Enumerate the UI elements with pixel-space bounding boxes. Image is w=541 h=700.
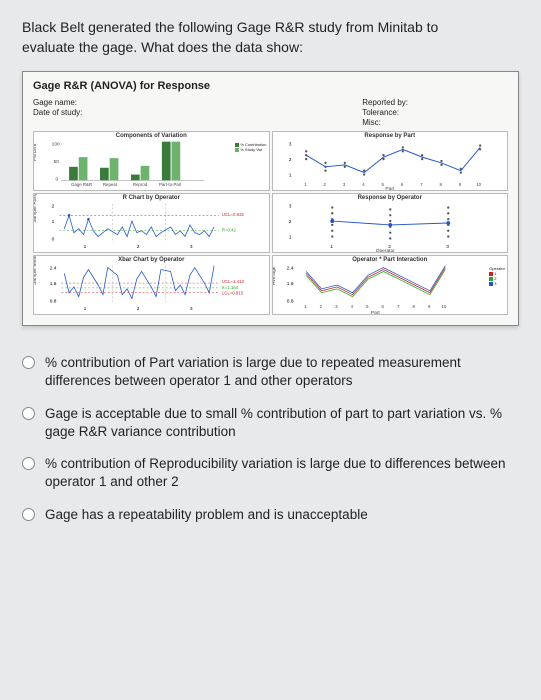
charts-grid: Components of Variation Percent % Contri… xyxy=(33,131,508,315)
svg-text:9: 9 xyxy=(458,182,461,187)
option-b[interactable]: Gage is acceptable due to small % contri… xyxy=(22,405,519,441)
meta-misc: Misc: xyxy=(362,118,408,127)
svg-text:R=0.42: R=0.42 xyxy=(222,228,237,233)
svg-text:3: 3 xyxy=(190,306,193,312)
svg-text:3: 3 xyxy=(446,244,449,250)
svg-text:5: 5 xyxy=(381,182,384,187)
svg-text:8: 8 xyxy=(439,182,442,187)
option-d-text: Gage has a repeatability problem and is … xyxy=(45,506,368,524)
radio-icon[interactable] xyxy=(22,356,35,369)
svg-text:0.8: 0.8 xyxy=(50,299,57,305)
svg-text:1: 1 xyxy=(304,182,307,187)
svg-text:Gage R&R: Gage R&R xyxy=(71,182,92,187)
svg-text:50: 50 xyxy=(54,159,60,165)
svg-text:6: 6 xyxy=(381,304,384,309)
svg-text:2: 2 xyxy=(288,219,291,225)
xbar-svg: 2.4 1.6 0.8 UCL=1.413 X=1.164 LCL=0.915 1 2… xyxy=(34,256,269,314)
chart-interaction: Operator * Part Interaction Average Oper… xyxy=(272,255,509,315)
svg-text:4: 4 xyxy=(350,304,353,309)
response-part-svg: 3 2 1 1 2 3 4 5 6 7 8 9 10 xyxy=(273,132,508,190)
svg-text:2: 2 xyxy=(288,157,291,163)
svg-text:Operator: Operator xyxy=(375,248,394,252)
interaction-svg: 2.4 1.6 0.8 1 2 3 4 5 6 7 8 9 10 Part xyxy=(273,256,508,314)
question-line1: Black Belt generated the following Gage … xyxy=(22,19,438,35)
svg-text:0.8: 0.8 xyxy=(286,299,293,305)
svg-text:2: 2 xyxy=(52,204,55,210)
svg-text:8: 8 xyxy=(412,304,415,309)
panel-title: Gage R&R (ANOVA) for Response xyxy=(33,80,508,92)
svg-text:1: 1 xyxy=(84,244,87,250)
question-line2: evaluate the gage. What does the data sh… xyxy=(22,39,303,55)
panel-meta: Gage name: Date of study: Reported by: T… xyxy=(33,98,508,127)
svg-text:0: 0 xyxy=(56,177,59,183)
svg-text:3: 3 xyxy=(288,142,291,148)
svg-text:1: 1 xyxy=(304,304,307,309)
response-op-svg: 321 123 Operator xyxy=(273,194,508,252)
chart-xbar: Xbar Chart by Operator Sample Mean 2.41.… xyxy=(33,255,270,315)
svg-text:10: 10 xyxy=(476,182,481,187)
svg-text:1: 1 xyxy=(52,219,55,225)
radio-icon[interactable] xyxy=(22,508,35,521)
svg-text:Part: Part xyxy=(385,186,395,190)
svg-text:1: 1 xyxy=(288,235,291,241)
svg-text:1: 1 xyxy=(288,173,291,179)
svg-text:1.6: 1.6 xyxy=(286,281,293,287)
option-b-text: Gage is acceptable due to small % contri… xyxy=(45,405,519,441)
svg-text:2: 2 xyxy=(137,306,140,312)
answer-options: % contribution of Part variation is larg… xyxy=(22,354,519,524)
chart-r: R Chart by Operator Sample Range 210 UCL… xyxy=(33,193,270,253)
svg-text:9: 9 xyxy=(427,304,430,309)
svg-text:6: 6 xyxy=(400,182,403,187)
svg-text:5: 5 xyxy=(366,304,369,309)
svg-text:1.6: 1.6 xyxy=(50,281,57,287)
svg-text:3: 3 xyxy=(190,244,193,250)
question-text: Black Belt generated the following Gage … xyxy=(22,18,519,57)
svg-text:3: 3 xyxy=(335,304,338,309)
svg-text:1: 1 xyxy=(84,306,87,312)
svg-text:7: 7 xyxy=(420,182,423,187)
svg-text:3: 3 xyxy=(342,182,345,187)
option-c-text: % contribution of Reproducibility variat… xyxy=(45,455,519,491)
svg-text:2: 2 xyxy=(137,244,140,250)
r-chart-svg: 2 1 0 UCL=0.932 R=0.42 1 2 3 xyxy=(34,194,269,252)
meta-reported: Reported by: xyxy=(362,98,408,107)
radio-icon[interactable] xyxy=(22,457,35,470)
svg-text:Reprod: Reprod xyxy=(133,182,148,187)
svg-text:Part-to-Part: Part-to-Part xyxy=(159,182,182,187)
option-a-text: % contribution of Part variation is larg… xyxy=(45,354,519,390)
svg-text:2: 2 xyxy=(319,304,322,309)
components-svg: 100 50 0 Gage R&R Repeat Reprod Part-to-… xyxy=(34,132,269,190)
svg-text:Repeat: Repeat xyxy=(103,182,118,187)
svg-text:UCL=0.932: UCL=0.932 xyxy=(222,212,245,217)
svg-text:7: 7 xyxy=(397,304,400,309)
meta-tolerance: Tolerance: xyxy=(362,108,408,117)
option-d[interactable]: Gage has a repeatability problem and is … xyxy=(22,506,519,524)
meta-gage-name: Gage name: xyxy=(33,98,82,107)
svg-text:4: 4 xyxy=(362,182,365,187)
svg-text:2.4: 2.4 xyxy=(286,266,293,272)
svg-text:100: 100 xyxy=(52,142,60,148)
svg-text:2: 2 xyxy=(323,182,326,187)
minitab-panel: Gage R&R (ANOVA) for Response Gage name:… xyxy=(22,71,519,326)
radio-icon[interactable] xyxy=(22,407,35,420)
svg-text:Part: Part xyxy=(370,310,380,314)
svg-text:X=1.164: X=1.164 xyxy=(222,285,239,290)
option-c[interactable]: % contribution of Reproducibility variat… xyxy=(22,455,519,491)
option-a[interactable]: % contribution of Part variation is larg… xyxy=(22,354,519,390)
svg-text:1: 1 xyxy=(330,244,333,250)
svg-text:10: 10 xyxy=(441,304,446,309)
svg-text:LCL=0.915: LCL=0.915 xyxy=(222,291,244,296)
svg-text:UCL=1.413: UCL=1.413 xyxy=(222,279,245,284)
svg-text:2.4: 2.4 xyxy=(50,266,57,272)
svg-text:3: 3 xyxy=(288,204,291,210)
chart-response-part: Response by Part 321 12345 xyxy=(272,131,509,191)
chart-response-operator: Response by Operator 321 123 Operator xyxy=(272,193,509,253)
chart-components: Components of Variation Percent % Contri… xyxy=(33,131,270,191)
meta-date: Date of study: xyxy=(33,108,82,117)
svg-text:0: 0 xyxy=(52,237,55,243)
